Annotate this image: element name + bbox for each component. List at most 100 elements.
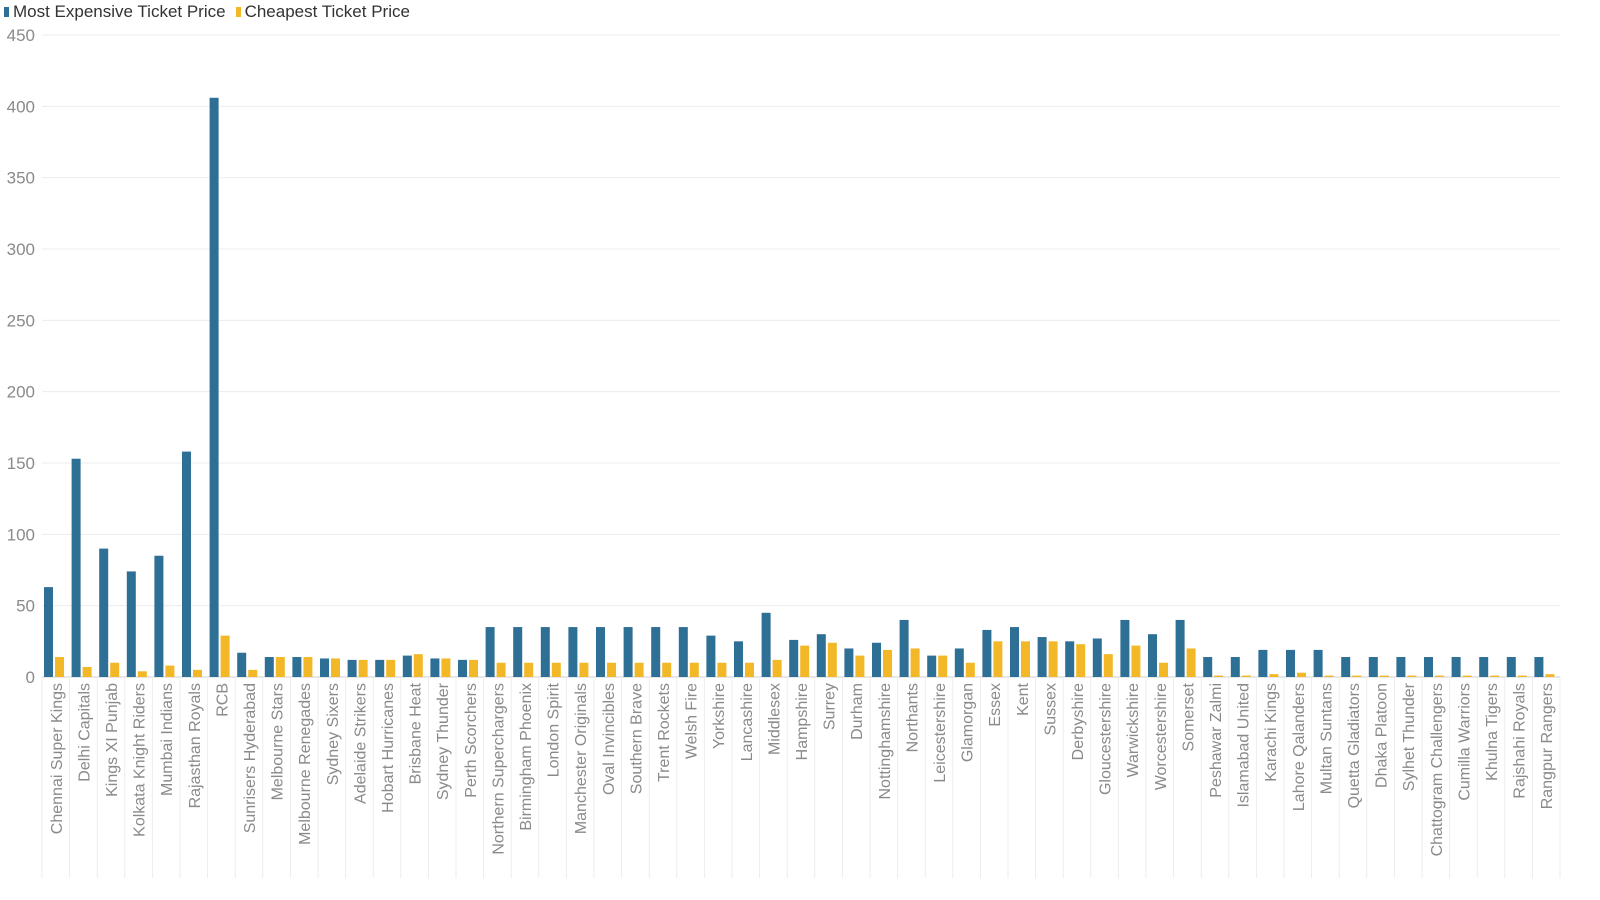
x-tick-label: Sussex	[1042, 683, 1059, 735]
y-tick-label-50: 50	[16, 597, 35, 616]
bar-cheapest	[1214, 675, 1224, 677]
bar-most-expensive	[623, 627, 633, 677]
bar-cheapest	[1379, 675, 1389, 677]
x-tick-label: Islamabad United	[1236, 683, 1253, 808]
x-tick-label: Kings XI Punjab	[104, 683, 121, 797]
bar-cheapest	[220, 635, 230, 677]
bar-most-expensive	[1479, 657, 1489, 677]
legend-label-most-expensive: Most Expensive Ticket Price	[13, 2, 226, 21]
x-tick-label: Chennai Super Kings	[49, 683, 66, 834]
x-tick-label: Lancashire	[739, 683, 756, 761]
bar-cheapest	[1021, 641, 1030, 677]
bar-most-expensive	[954, 648, 964, 677]
bar-cheapest	[855, 655, 865, 677]
x-tick-label: Perth Scorchers	[463, 683, 480, 798]
bar-most-expensive	[540, 627, 550, 677]
bar-cheapest	[275, 657, 285, 677]
x-tick-label: Kent	[1015, 682, 1032, 715]
x-tick-label: Essex	[987, 683, 1004, 727]
x-tick-label: Sydney Thunder	[435, 682, 452, 800]
bar-most-expensive	[1092, 638, 1102, 677]
bar-cheapest	[551, 662, 561, 677]
x-tick-label: Peshawar Zalmi	[1208, 683, 1225, 798]
bar-cheapest	[1076, 644, 1086, 677]
bar-cheapest	[137, 671, 147, 677]
x-tick-label: Sylhet Thunder	[1401, 682, 1418, 791]
bar-most-expensive	[1396, 657, 1406, 677]
legend-item-most-expensive[interactable]: Most Expensive Ticket Price	[4, 2, 226, 22]
bar-most-expensive	[320, 658, 329, 677]
x-tick-label: Yorkshire	[711, 683, 728, 749]
bar-most-expensive	[126, 571, 136, 677]
legend-swatch-most-expensive	[4, 7, 9, 17]
y-tick-label-450: 450	[7, 26, 35, 45]
x-tick-label: Glamorgan	[960, 683, 977, 762]
bar-cheapest	[1131, 645, 1141, 677]
bar-most-expensive	[1286, 649, 1295, 677]
y-tick-label-350: 350	[7, 169, 35, 188]
bar-cheapest	[303, 657, 313, 677]
legend-item-cheapest[interactable]: Cheapest Ticket Price	[235, 2, 410, 22]
x-tick-label: Rangpur Rangers	[1539, 683, 1556, 809]
bar-cheapest	[1103, 654, 1113, 677]
bar-cheapest	[717, 662, 727, 677]
x-tick-label: RCB	[214, 683, 231, 717]
bar-most-expensive	[1120, 619, 1130, 677]
bar-most-expensive	[982, 629, 992, 677]
bar-most-expensive	[568, 627, 578, 677]
bar-cheapest	[1159, 662, 1168, 677]
legend: Most Expensive Ticket Price Cheapest Tic…	[4, 2, 410, 22]
bar-cheapest	[965, 662, 975, 677]
bar-cheapest	[331, 658, 340, 677]
x-tick-label: Delhi Capitals	[76, 683, 93, 782]
bar-most-expensive	[237, 652, 247, 677]
x-tick-label: Southern Brave	[628, 683, 645, 794]
bar-cheapest	[193, 669, 202, 677]
x-tick-label: Kolkata Knight Riders	[132, 683, 149, 837]
bar-most-expensive	[1451, 657, 1461, 677]
bar-most-expensive	[734, 641, 743, 677]
x-tick-label: Hampshire	[794, 683, 811, 760]
bar-cheapest	[165, 665, 175, 677]
bar-cheapest	[745, 662, 754, 677]
bar-most-expensive	[1065, 641, 1075, 677]
bar-cheapest	[55, 657, 64, 677]
bar-most-expensive	[1341, 657, 1351, 677]
bar-cheapest	[82, 667, 92, 677]
bar-cheapest	[993, 641, 1003, 677]
y-tick-label-250: 250	[7, 311, 35, 330]
x-tick-label: Multan Suntans	[1318, 683, 1335, 794]
bar-most-expensive	[182, 451, 191, 677]
bar-cheapest	[1490, 675, 1500, 677]
bar-most-expensive	[1010, 627, 1019, 677]
x-tick-label: Gloucestershire	[1098, 683, 1115, 795]
x-tick-label: Northern Superchargers	[490, 683, 507, 855]
bar-cheapest	[441, 658, 451, 677]
bar-most-expensive	[789, 639, 799, 677]
x-tick-label: Quetta Gladiators	[1346, 683, 1363, 808]
bar-cheapest	[248, 669, 258, 677]
legend-label-cheapest: Cheapest Ticket Price	[244, 2, 410, 21]
y-tick-label-100: 100	[7, 525, 35, 544]
x-tick-label: Dhaka Platoon	[1374, 683, 1391, 788]
bar-cheapest	[689, 662, 699, 677]
bar-most-expensive	[1148, 634, 1157, 677]
bar-most-expensive	[761, 612, 771, 677]
bar-most-expensive	[844, 648, 854, 677]
x-tick-label: Oval Invincibles	[601, 683, 618, 795]
x-tick-label: Khulna Tigers	[1484, 683, 1501, 781]
bar-cheapest	[1048, 641, 1058, 677]
bar-most-expensive	[1175, 619, 1185, 677]
bar-most-expensive	[209, 97, 219, 678]
bar-most-expensive	[651, 627, 661, 677]
bar-most-expensive	[1506, 657, 1516, 677]
bar-cheapest	[1545, 674, 1555, 677]
bar-cheapest	[800, 645, 810, 677]
bar-cheapest	[524, 662, 534, 677]
x-tick-label: London Spirit	[546, 682, 563, 777]
x-tick-label: Middlesex	[766, 683, 783, 755]
x-tick-label: Somerset	[1180, 682, 1197, 751]
bar-most-expensive	[513, 627, 523, 677]
bar-cheapest	[1324, 675, 1334, 677]
x-tick-label: Chattogram Challengers	[1429, 683, 1446, 856]
